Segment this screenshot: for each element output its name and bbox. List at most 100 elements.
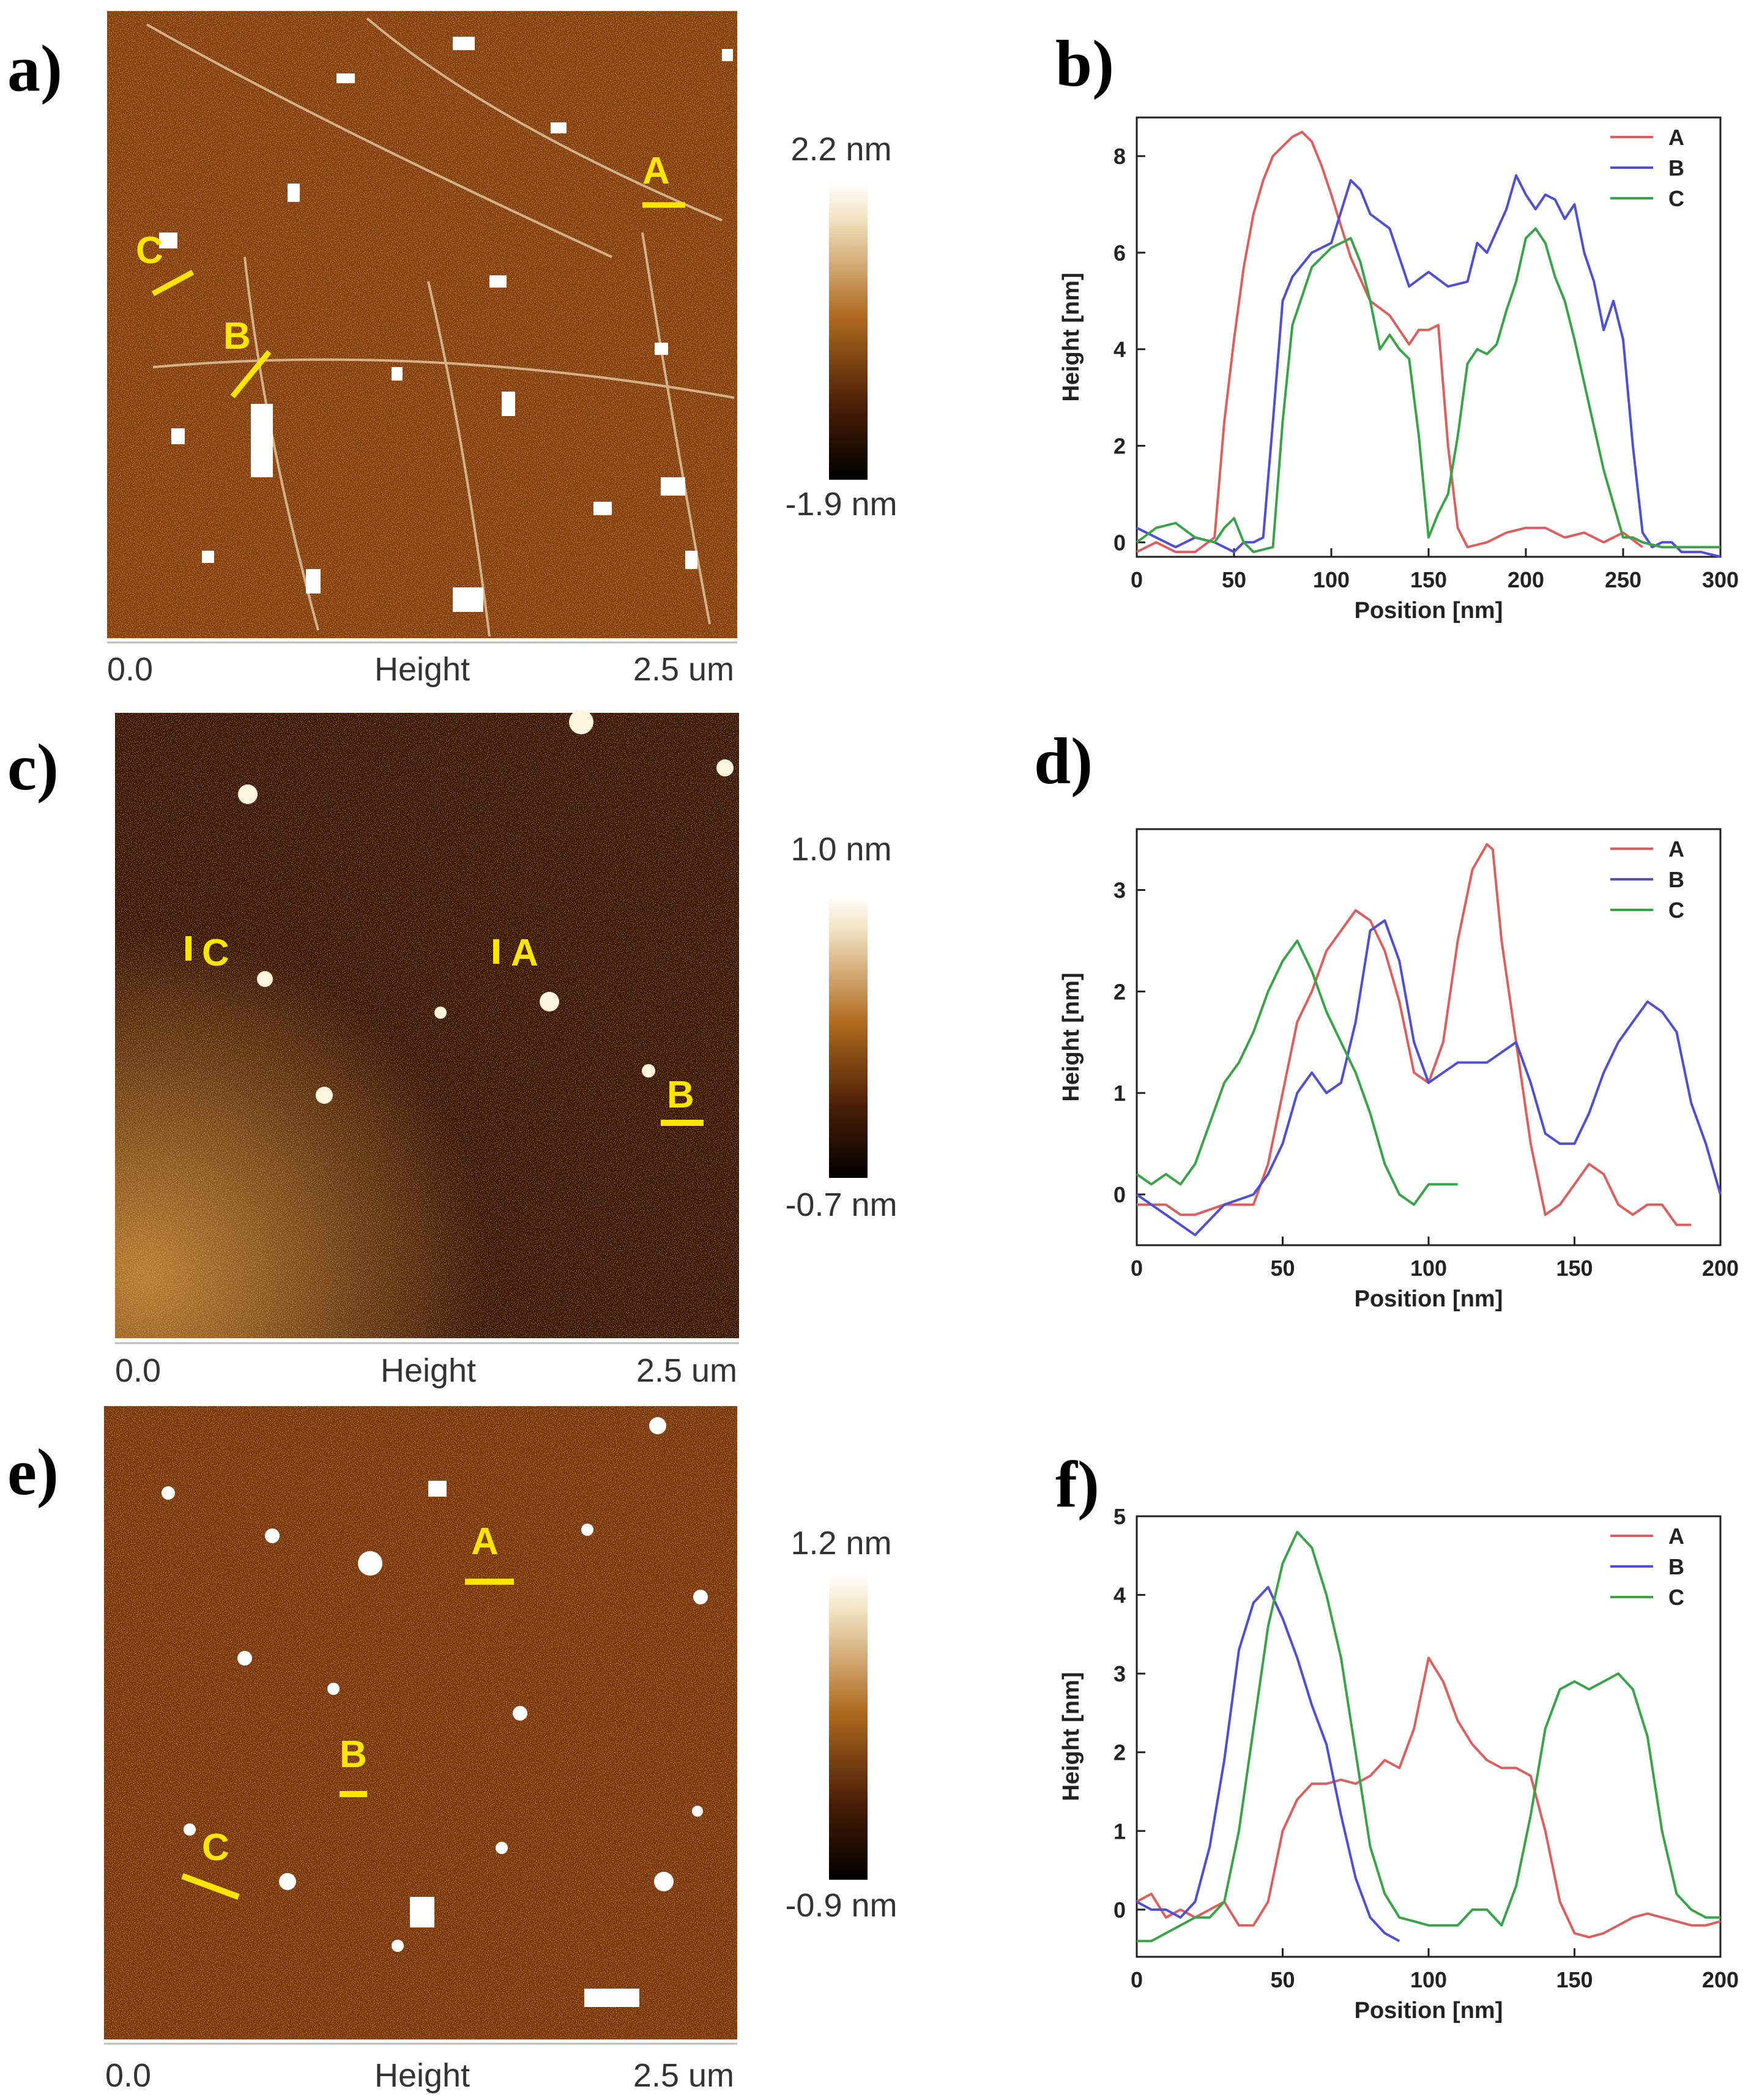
marker-label-c: C: [202, 932, 229, 974]
y-tick-label: 0: [1113, 1897, 1126, 1923]
x-tick-label: 200: [1507, 567, 1544, 592]
y-tick-label: 6: [1113, 240, 1126, 266]
series-line-a: [1137, 843, 1692, 1226]
legend-label-b: B: [1668, 1554, 1684, 1579]
plot-frame: [1136, 116, 1722, 558]
legend-label-a: A: [1668, 836, 1684, 862]
x-tick-label: 200: [1702, 1256, 1739, 1281]
y-axis-title: Height [nm]: [1058, 1672, 1084, 1801]
marker-label-b: B: [340, 1733, 367, 1776]
marker-label-b: B: [667, 1074, 694, 1116]
afm-image: A B C: [115, 710, 739, 1338]
y-tick-label: 3: [1113, 878, 1126, 903]
x-tick-label: 0: [1131, 567, 1143, 592]
series-line-c: [1136, 227, 1720, 554]
marker-label-a: A: [642, 150, 670, 192]
series-line-a: [1136, 1656, 1721, 1938]
y-tick-label: 4: [1113, 337, 1126, 362]
legend-label-b: B: [1668, 867, 1684, 892]
y-tick-label: 4: [1113, 1583, 1126, 1608]
axis-end-label: 2.5 um: [633, 2057, 734, 2094]
plot-frame: [1136, 828, 1722, 1246]
y-tick-label: 2: [1113, 979, 1126, 1004]
legend-label-c: C: [1668, 898, 1684, 923]
x-tick-label: 50: [1270, 1967, 1295, 1992]
series-line-c: [1137, 1530, 1720, 1943]
x-tick-label: 150: [1410, 567, 1447, 592]
y-tick-label: 0: [1113, 1182, 1126, 1207]
color-scale-bar: 1.2 nm -0.9 nm: [785, 1525, 897, 1924]
y-tick-label: 1: [1113, 1081, 1126, 1106]
axis-start-label: 0.0: [105, 2057, 151, 2094]
chart-f: f) 0 50 100 150 200 0 1 2 3 4 5 Position [nm] Height…: [1055, 1448, 1739, 2024]
chart-d: d) 0 50 100 150 200 0 1 2 3 Position [nm] Height […: [1034, 725, 1739, 1312]
color-scale-bar: 1.0 nm -0.7 nm: [785, 831, 897, 1223]
axis-title-label: Height: [374, 2057, 470, 2094]
x-axis-title: Position [nm]: [1355, 1998, 1503, 2024]
legend-label-a: A: [1668, 1524, 1684, 1549]
axis-end-label: 2.5 um: [636, 1352, 737, 1389]
scale-min-label: -1.9 nm: [785, 486, 897, 523]
series-line-b: [1136, 174, 1721, 558]
marker-label-a: A: [511, 932, 538, 974]
y-tick-label: 2: [1113, 1740, 1126, 1765]
legend-label-c: C: [1668, 186, 1684, 211]
scale-max-label: 2.2 nm: [790, 131, 891, 168]
x-tick-label: 50: [1222, 567, 1246, 592]
panel-e: e) A B C: [7, 1406, 898, 2094]
plot-frame: [1136, 1515, 1722, 1958]
panel-a: a): [7, 11, 898, 688]
axis-title-label: Height: [381, 1352, 476, 1389]
chart-b: b) 0 50 100 150 200 250 300 0 2 4 6 8 Position [nm] H…: [1055, 28, 1739, 624]
panel-label: e): [7, 1436, 59, 1509]
x-tick-label: 50: [1270, 1256, 1295, 1281]
series-line-b: [1136, 1585, 1400, 1943]
y-tick-label: 3: [1113, 1661, 1126, 1686]
x-tick-label: 300: [1702, 567, 1739, 592]
marker-label-b: B: [223, 315, 251, 357]
scale-max-label: 1.0 nm: [790, 831, 891, 868]
axis-title-label: Height: [374, 651, 470, 688]
x-tick-label: 150: [1556, 1256, 1593, 1281]
x-tick-label: 100: [1313, 567, 1350, 592]
y-tick-label: 2: [1113, 434, 1126, 459]
chart-label: d): [1034, 725, 1093, 798]
y-tick-label: 5: [1113, 1504, 1126, 1529]
x-tick-label: 0: [1131, 1256, 1143, 1281]
afm-image: A B C: [104, 1406, 737, 2039]
afm-image: A B C: [107, 11, 737, 638]
y-tick-label: 0: [1113, 530, 1126, 555]
series-line-b: [1136, 919, 1722, 1237]
series-line-a: [1136, 130, 1643, 554]
axis-end-label: 2.5 um: [633, 651, 734, 688]
x-tick-label: 100: [1410, 1256, 1447, 1281]
scale-max-label: 1.2 nm: [790, 1525, 891, 1562]
scale-min-label: -0.9 nm: [785, 1887, 897, 1924]
scale-min-label: -0.7 nm: [785, 1186, 897, 1223]
x-axis-title: Position [nm]: [1355, 1286, 1503, 1312]
chart-label: f): [1055, 1448, 1099, 1521]
legend-label-c: C: [1668, 1585, 1684, 1610]
x-tick-label: 100: [1410, 1967, 1447, 1992]
chart-label: b): [1055, 28, 1114, 100]
series-line-c: [1136, 939, 1458, 1206]
panel-c: c) A B C 0.0 Height 2.5 um: [7, 710, 898, 1389]
marker-label-a: A: [471, 1521, 499, 1563]
panel-label: c): [7, 731, 59, 804]
x-axis-title: Position [nm]: [1355, 598, 1503, 624]
y-tick-label: 1: [1113, 1819, 1126, 1844]
panel-label: a): [7, 32, 62, 105]
x-tick-label: 0: [1131, 1967, 1143, 1992]
x-tick-label: 150: [1556, 1967, 1593, 1992]
y-axis-title: Height [nm]: [1058, 272, 1084, 401]
axis-start-label: 0.0: [115, 1352, 161, 1389]
color-scale-bar: 2.2 nm -1.9 nm: [785, 131, 897, 523]
y-axis-title: Height [nm]: [1058, 972, 1084, 1101]
x-tick-label: 250: [1605, 567, 1641, 592]
legend-label-b: B: [1668, 155, 1684, 181]
axis-start-label: 0.0: [107, 651, 153, 688]
y-tick-label: 8: [1113, 144, 1126, 169]
marker-label-c: C: [136, 229, 163, 272]
marker-label-c: C: [202, 1826, 229, 1869]
